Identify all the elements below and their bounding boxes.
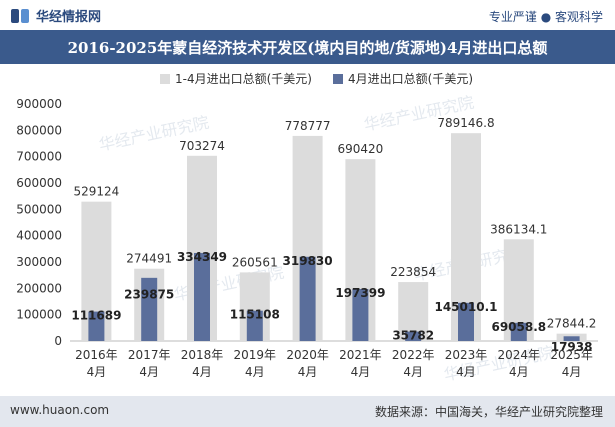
x-tick-label: 2024年 [498,348,541,362]
x-tick-label: 4月 [351,365,371,379]
bar-monthly [405,331,422,341]
data-label-monthly: 319830 [283,254,333,268]
brand: 华经情报网 [10,6,101,25]
data-source: 数据来源：中国海关，华经产业研究院整理 [374,405,603,419]
data-label-cumulative: 27844.2 [547,317,597,331]
tagline: 专业严谨 ● 客观科学 [488,10,603,24]
bar-chart: 华经产业研究院华经产业研究院华经产业研究院华经产业研究院华经产业研究院1-4月进… [16,72,598,385]
legend-swatch-1 [160,74,170,84]
y-tick-label: 100000 [16,308,62,322]
data-label-cumulative: 386134.1 [490,222,547,236]
x-tick-label: 4月 [403,365,423,379]
x-tick-label: 4月 [245,365,265,379]
data-label-monthly: 35782 [392,329,434,343]
data-label-cumulative: 690420 [337,142,383,156]
bar-monthly [510,322,527,341]
x-tick-label: 4月 [562,365,582,379]
data-label-monthly: 334349 [177,250,227,264]
data-label-cumulative: 274491 [126,252,172,266]
x-tick-label: 2018年 [181,348,224,362]
x-tick-label: 4月 [192,365,212,379]
bar-cumulative [398,282,429,341]
brand-name: 华经情报网 [36,10,102,25]
data-label-cumulative: 789146.8 [437,116,494,130]
chart-title: 2016-2025年蒙自经济技术开发区(境内目的地/货源地)4月进出口总额 [67,39,548,57]
y-tick-label: 800000 [16,123,62,137]
y-tick-label: 700000 [16,150,62,164]
data-label-cumulative: 778777 [285,119,331,133]
x-tick-label: 4月 [456,365,476,379]
y-tick-label: 0 [54,334,62,348]
x-tick-label: 2017年 [128,348,171,362]
footer-url: www.huaon.com [10,403,110,417]
data-label-cumulative: 703274 [179,139,225,153]
data-label-monthly: 197399 [335,286,385,300]
bar-monthly [141,277,158,341]
x-tick-label: 2025年 [550,348,593,362]
x-tick-label: 2019年 [234,348,277,362]
data-label-cumulative: 529124 [73,185,119,199]
x-tick-label: 4月 [87,365,107,379]
x-tick-label: 4月 [298,365,318,379]
y-tick-label: 400000 [16,229,62,243]
data-label-monthly: 115108 [230,308,280,322]
top-bar: 华经情报网 专业严谨 ● 客观科学 [0,0,615,30]
bar-monthly [88,311,105,341]
data-label-monthly: 111689 [71,309,121,323]
legend-label-2: 4月进出口总额(千美元) [348,72,473,86]
huajing-logo-icon [11,8,29,23]
bar-monthly [458,302,474,341]
y-tick-label: 900000 [16,97,62,111]
x-tick-label: 2022年 [392,348,435,362]
x-tick-label: 2016年 [75,348,118,362]
legend-label-1: 1-4月进出口总额(千美元) [175,72,312,86]
x-tick-label: 4月 [139,365,159,379]
x-tick-label: 2021年 [339,348,382,362]
bar-monthly [563,336,580,341]
x-tick-label: 2020年 [286,348,329,362]
data-label-monthly: 17938 [551,340,593,354]
bar-monthly [352,289,369,341]
x-tick-label: 4月 [509,365,529,379]
title-bar: 2016-2025年蒙自经济技术开发区(境内目的地/货源地)4月进出口总额 [0,30,615,64]
bar-monthly [194,252,210,341]
x-tick-label: 2023年 [445,348,488,362]
y-tick-label: 200000 [16,281,62,295]
data-label-cumulative: 260561 [232,255,278,269]
data-label-cumulative: 223854 [390,265,436,279]
y-tick-label: 300000 [16,255,62,269]
data-label-monthly: 69058.8 [491,320,546,334]
y-tick-label: 500000 [16,202,62,216]
bar-monthly [299,256,316,341]
legend-swatch-2 [333,74,343,84]
data-label-monthly: 239875 [124,288,174,302]
footer: www.huaon.com 数据来源：中国海关，华经产业研究院整理 [0,396,615,427]
data-label-monthly: 145010.1 [434,300,497,314]
bar-monthly [246,310,263,341]
y-tick-label: 600000 [16,176,62,190]
